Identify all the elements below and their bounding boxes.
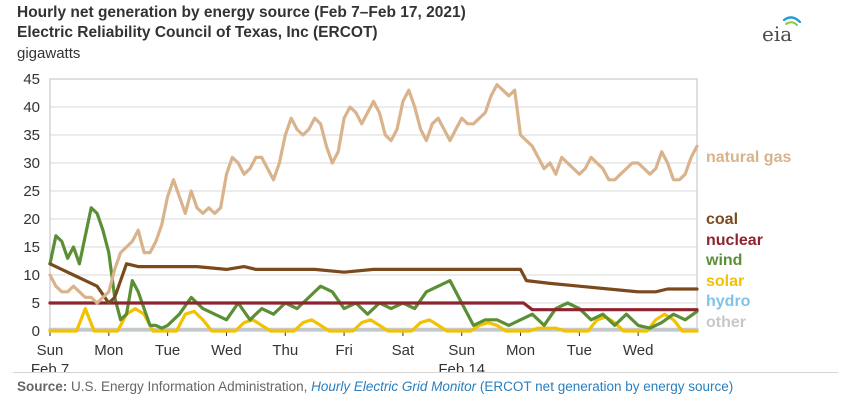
x-tick-label: Thu bbox=[272, 342, 298, 359]
source-text: U.S. Energy Information Administration, bbox=[67, 379, 312, 394]
series-line-nuclear bbox=[48, 301, 699, 312]
eia-logo-text: eia bbox=[762, 22, 793, 46]
x-tick-label: Mon bbox=[506, 342, 535, 359]
legend-label-other: other bbox=[706, 314, 746, 331]
legend-label-hydro: hydro bbox=[706, 293, 751, 310]
y-tick-label: 25 bbox=[23, 183, 40, 200]
x-tick-label: Fri bbox=[335, 342, 353, 359]
unit-label: gigawatts bbox=[17, 45, 81, 62]
x-tick-sublabel: Feb 14 bbox=[438, 361, 485, 372]
legend-label-coal: coal bbox=[706, 211, 738, 228]
source-link[interactable]: Hourly Electric Grid Monitor bbox=[311, 379, 477, 394]
y-tick-label: 5 bbox=[32, 295, 40, 312]
y-tick-label: 45 bbox=[23, 71, 40, 88]
source-label: Source: bbox=[17, 379, 68, 394]
x-tick-label: Sun bbox=[448, 342, 475, 359]
legend-label-nuclear: nuclear bbox=[706, 232, 763, 249]
divider bbox=[13, 372, 838, 373]
legend-label-solar: solar bbox=[706, 273, 744, 290]
x-tick-label: Sun bbox=[37, 342, 64, 359]
line-chart: 0 5 10 15 20 25 30 35 40 45 Sun Feb 7 Mon Tue Wed Thu F… bbox=[23, 71, 791, 372]
y-tick-label: 35 bbox=[23, 127, 40, 144]
plot-frame bbox=[49, 78, 698, 332]
x-tick-label: Tue bbox=[567, 342, 592, 359]
x-tick-label: Wed bbox=[211, 342, 242, 359]
y-tick-label: 40 bbox=[23, 99, 40, 116]
x-tick-label: Mon bbox=[94, 342, 123, 359]
chart-subtitle: Electric Reliability Council of Texas, I… bbox=[17, 24, 378, 41]
source-note: Source: U.S. Energy Information Administ… bbox=[17, 379, 733, 394]
x-tick-sublabel: Feb 7 bbox=[31, 361, 69, 372]
legend: natural gas coal nuclear wind solar hydro othe… bbox=[705, 149, 791, 331]
y-tick-label: 0 bbox=[32, 323, 40, 340]
x-axis-ticks: Sun Feb 7 Mon Tue Wed Thu Fri Sat Sun Feb 14 Mon Tu… bbox=[31, 331, 654, 372]
series-line-natural-gas bbox=[48, 82, 699, 305]
y-tick-label: 10 bbox=[23, 267, 40, 284]
x-tick-label: Sat bbox=[392, 342, 415, 359]
eia-logo-icon: eia bbox=[762, 16, 802, 46]
x-tick-label: Tue bbox=[155, 342, 180, 359]
series-lines bbox=[48, 82, 699, 333]
y-tick-label: 30 bbox=[23, 155, 40, 172]
x-tick-label: Wed bbox=[623, 342, 654, 359]
y-tick-label: 20 bbox=[23, 211, 40, 228]
legend-label-wind: wind bbox=[705, 252, 742, 269]
series-line-coal bbox=[48, 262, 699, 305]
source-link-detail[interactable]: (ERCOT net generation by energy source) bbox=[476, 379, 734, 394]
legend-label-natural-gas: natural gas bbox=[706, 149, 791, 166]
chart-title: Hourly net generation by energy source (… bbox=[17, 4, 466, 21]
series-line-solar bbox=[48, 307, 699, 333]
y-tick-label: 15 bbox=[23, 239, 40, 256]
y-axis-ticks: 0 5 10 15 20 25 30 35 40 45 bbox=[23, 71, 40, 340]
series-line-wind bbox=[48, 206, 699, 330]
grid-lines bbox=[49, 78, 698, 332]
